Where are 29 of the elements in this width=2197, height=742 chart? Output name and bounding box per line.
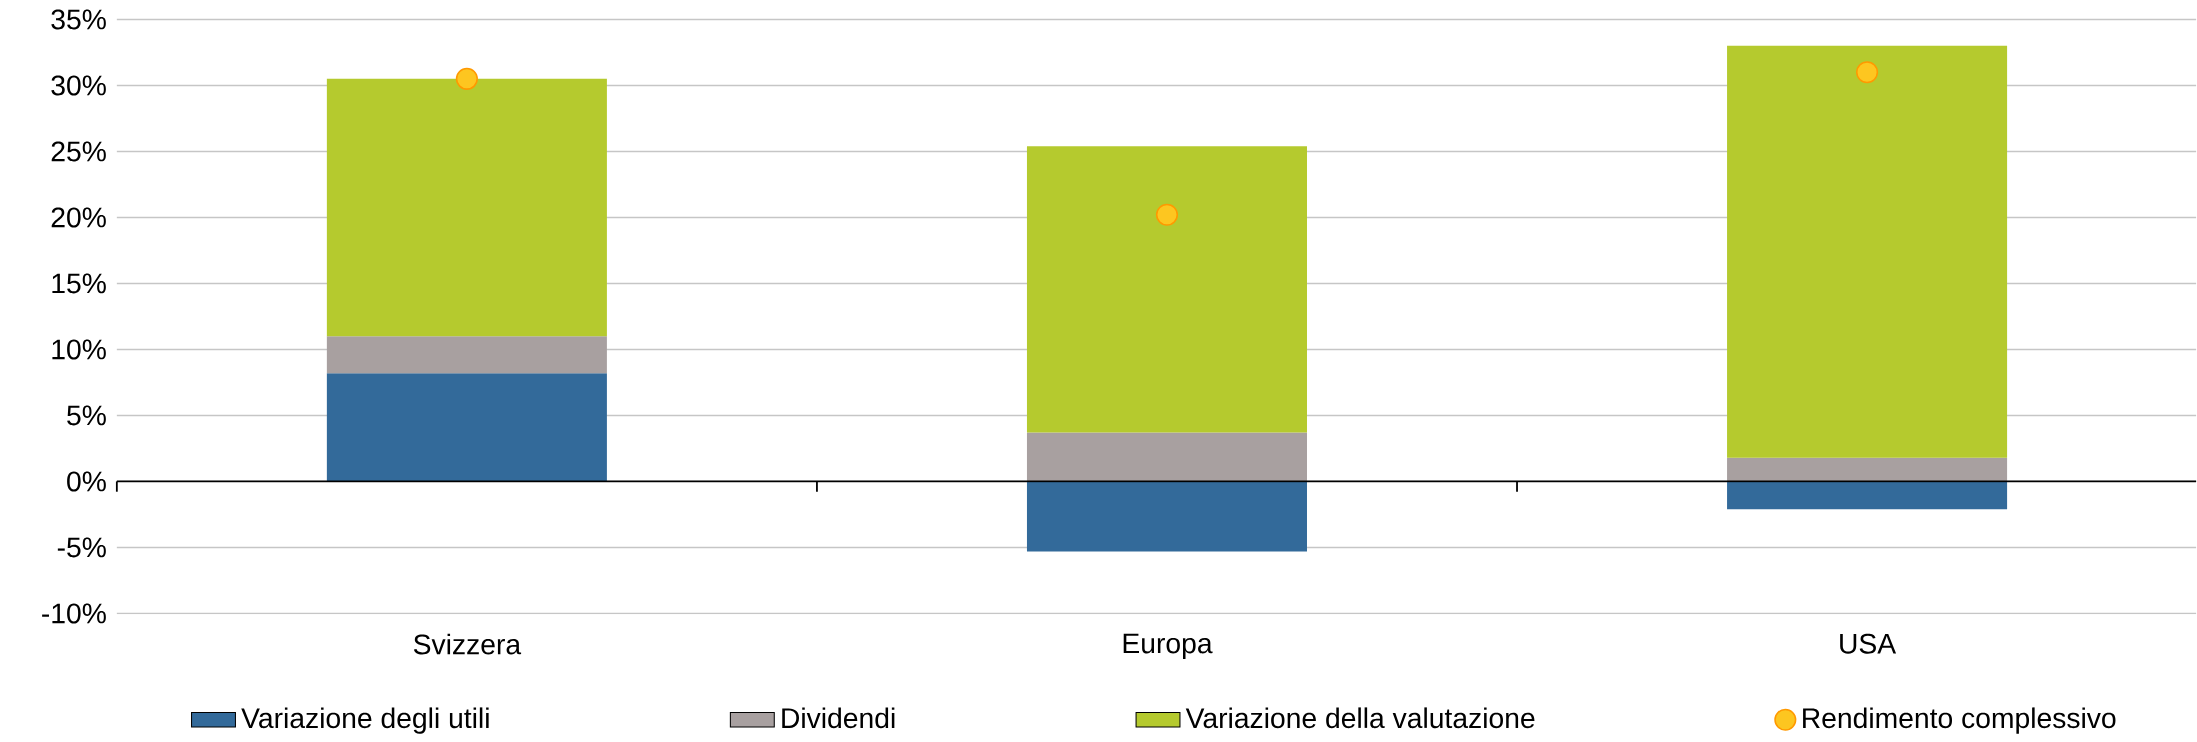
legend-label: Rendimento complessivo [1803,707,2116,734]
bar [1026,145,1307,433]
bar [1026,432,1307,482]
y-tick-label: 15% [52,273,106,294]
y-tick-label: 20% [51,207,106,228]
y-tick-label: -5% [57,537,106,558]
bar [326,372,607,482]
y-tick-label: 25% [51,141,106,162]
point [1155,203,1179,226]
y-tick-label: -10% [42,603,106,624]
legend-label: Dividendi [782,707,895,728]
y-tick-label: 10% [52,339,106,360]
bar [1727,481,2008,509]
x-tick-label: Europa [1123,633,1213,659]
x-tick-label: USA [1840,633,1897,654]
y-tick-label: 5% [67,405,106,426]
legend-label: Variazione degli utili [241,707,489,734]
x-tick-label: Svizzera [413,633,522,655]
point [455,67,478,90]
y-tick-label: 0% [67,471,106,492]
bar [1727,45,2008,458]
bar [326,78,607,337]
bar [1727,457,2008,482]
legend-label: Variazione della valutazione [1185,707,1535,728]
point [1856,60,1879,84]
bar [326,336,607,373]
y-tick-label: 30% [51,75,106,96]
bar [1026,481,1307,552]
y-tick-label: 35% [51,9,106,30]
